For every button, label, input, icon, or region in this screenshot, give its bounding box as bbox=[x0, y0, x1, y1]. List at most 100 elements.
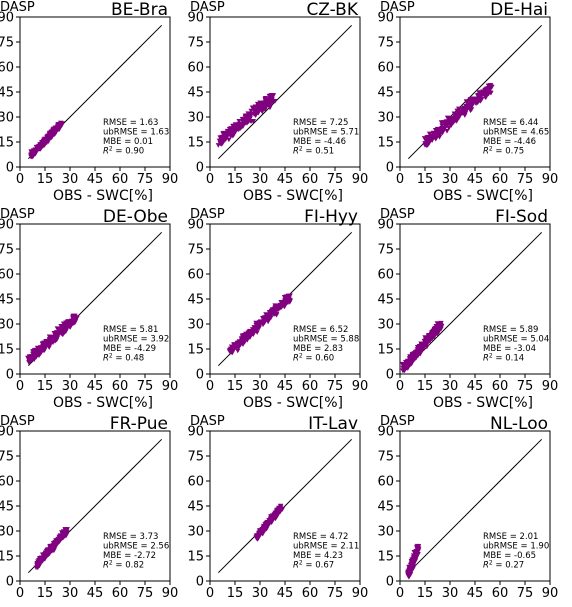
x-tick-label: 0 bbox=[16, 379, 24, 394]
data-point bbox=[228, 348, 235, 354]
y-tick-label: 60 bbox=[187, 268, 204, 283]
x-tick-label: 45 bbox=[87, 586, 104, 601]
data-point bbox=[455, 116, 461, 121]
data-point bbox=[412, 356, 418, 361]
y-tick-label: 0 bbox=[6, 161, 14, 176]
x-tick-label: 0 bbox=[396, 172, 404, 187]
panel-fr-pue: 00151530304545606075759090FR-PueDASPOBS … bbox=[0, 414, 178, 607]
x-tick-label: 0 bbox=[396, 379, 404, 394]
data-point bbox=[438, 120, 444, 125]
y-tick-label: 0 bbox=[196, 575, 204, 590]
data-point bbox=[258, 108, 265, 113]
stat-rmse: RMSE = 3.73 bbox=[103, 532, 158, 542]
data-point bbox=[247, 116, 253, 121]
data-point bbox=[271, 308, 277, 314]
data-point bbox=[403, 363, 409, 369]
x-tick-label: 90 bbox=[352, 172, 369, 187]
y-tick-label: 15 bbox=[187, 136, 204, 151]
data-point bbox=[486, 86, 492, 92]
stat-r2: R2 = 0.48 bbox=[103, 353, 144, 364]
x-tick-label: 15 bbox=[417, 172, 434, 187]
stat-rmse: RMSE = 5.89 bbox=[483, 325, 538, 335]
y-tick-label: 90 bbox=[0, 218, 14, 233]
y-axis-label: DASP bbox=[380, 207, 415, 222]
y-tick-label: 75 bbox=[377, 243, 394, 258]
data-point bbox=[278, 300, 284, 305]
data-point bbox=[269, 513, 276, 518]
y-tick-label: 0 bbox=[386, 161, 394, 176]
stat-mbe: MBE = 0.01 bbox=[103, 137, 153, 147]
y-tick-label: 30 bbox=[377, 111, 394, 126]
data-point bbox=[244, 337, 250, 343]
data-point bbox=[55, 539, 61, 545]
stat-ubrmse: ubRMSE = 3.92 bbox=[103, 335, 169, 345]
stat-mbe: MBE = 4.23 bbox=[293, 551, 343, 561]
data-point bbox=[418, 344, 424, 350]
x-tick-label: 75 bbox=[327, 586, 344, 601]
y-tick-label: 0 bbox=[196, 161, 204, 176]
data-point bbox=[485, 83, 491, 89]
data-point bbox=[258, 530, 264, 536]
data-point bbox=[38, 556, 44, 562]
data-point bbox=[237, 121, 243, 127]
data-point bbox=[463, 108, 469, 114]
data-point bbox=[409, 561, 415, 567]
stat-mbe: MBE = -4.29 bbox=[103, 344, 156, 354]
stat-mbe: MBE = -4.46 bbox=[293, 137, 346, 147]
y-tick-label: 45 bbox=[187, 500, 204, 515]
panel-nl-loo: 00151530304545606075759090NL-LooDASPOBS … bbox=[377, 414, 558, 607]
panel-it-lav: 00151530304545606075759090IT-LavDASPOBS … bbox=[187, 414, 368, 607]
data-point bbox=[252, 104, 258, 110]
data-point bbox=[476, 90, 482, 95]
y-tick-label: 90 bbox=[0, 11, 14, 26]
data-point bbox=[37, 142, 44, 147]
stat-rmse: RMSE = 4.72 bbox=[293, 532, 348, 542]
stat-rmse: RMSE = 2.01 bbox=[483, 532, 538, 542]
data-point bbox=[238, 337, 245, 343]
panel-title: DE-Obe bbox=[103, 207, 168, 227]
data-point bbox=[249, 105, 256, 111]
data-point bbox=[474, 96, 480, 102]
data-point bbox=[476, 92, 482, 98]
x-axis-label: OBS - SWC[%] bbox=[53, 188, 153, 204]
data-point bbox=[434, 131, 440, 136]
y-tick-label: 75 bbox=[187, 243, 204, 258]
data-point bbox=[42, 551, 48, 557]
x-tick-label: 30 bbox=[62, 586, 79, 601]
x-tick-label: 30 bbox=[442, 379, 459, 394]
x-tick-label: 15 bbox=[37, 586, 54, 601]
x-tick-label: 75 bbox=[137, 586, 154, 601]
data-point bbox=[422, 340, 428, 346]
x-tick-label: 0 bbox=[16, 172, 24, 187]
data-point bbox=[269, 311, 276, 317]
data-point bbox=[411, 550, 417, 555]
data-point bbox=[57, 536, 63, 542]
data-point bbox=[36, 145, 42, 151]
x-tick-label: 45 bbox=[277, 586, 294, 601]
x-tick-label: 45 bbox=[87, 172, 104, 187]
x-tick-label: 90 bbox=[542, 172, 559, 187]
data-point bbox=[252, 327, 259, 333]
panel-de-hai: 00 15 15 30 30 45 45 60 60 75 75 90 90 DE-Hai DASP OBS … bbox=[377, 0, 558, 204]
data-point bbox=[242, 118, 248, 123]
data-point bbox=[433, 136, 439, 142]
data-point bbox=[430, 131, 436, 137]
x-tick-label: 45 bbox=[277, 379, 294, 394]
y-tick-label: 15 bbox=[0, 343, 14, 358]
panel-be-bra: 00 15 15 30 30 45 45 60 60 75 75 90 90 BE-Bra DASP OBS … bbox=[0, 0, 178, 204]
data-point bbox=[452, 118, 458, 123]
data-point bbox=[73, 318, 79, 324]
data-point bbox=[47, 547, 53, 553]
x-axis-label: OBS - SWC[%] bbox=[433, 395, 533, 411]
panel-title: FI-Sod bbox=[495, 207, 548, 227]
y-tick-label: 15 bbox=[0, 136, 14, 151]
data-point bbox=[53, 334, 59, 339]
data-point bbox=[43, 342, 49, 347]
y-axis-label: DASP bbox=[380, 0, 415, 15]
data-point bbox=[426, 135, 433, 141]
x-tick-label: 75 bbox=[517, 586, 534, 601]
panel-title: FR-Pue bbox=[110, 414, 168, 434]
x-tick-label: 30 bbox=[62, 172, 79, 187]
y-tick-label: 15 bbox=[0, 550, 14, 565]
data-point bbox=[458, 109, 465, 115]
